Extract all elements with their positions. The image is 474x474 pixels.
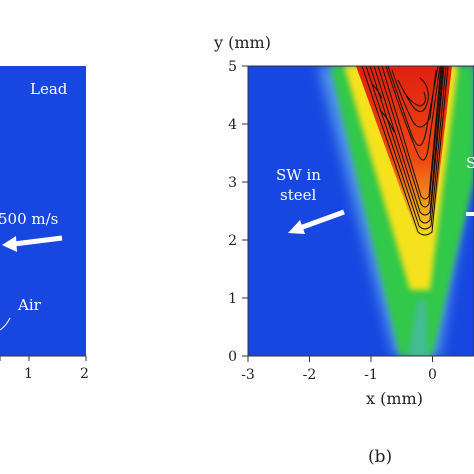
y-tick-label: 3 — [228, 175, 237, 191]
left-x-axis: 1 2 — [0, 355, 89, 382]
x-tick-label: -3 — [241, 367, 255, 383]
air-pointer-line — [0, 317, 11, 331]
left-panel: Lead 500 m/s Air 1 2 — [0, 66, 89, 382]
contour-lines — [361, 66, 449, 236]
left-x-tick-1: 1 — [24, 366, 33, 382]
right-panel: SW in steel S y (mm) x (mm) 0 1 2 3 4 5 -3 -2 -1… — [213, 33, 474, 467]
sw-arrow-icon — [288, 209, 345, 234]
shock-inner-notch — [408, 300, 428, 356]
y-tick-label: 4 — [228, 117, 237, 133]
plot-frame — [247, 65, 474, 357]
x-tick-label: -2 — [303, 367, 317, 383]
left-field — [0, 66, 86, 356]
y-tick-label: 0 — [228, 349, 237, 365]
right-edge-fragment: S — [466, 154, 474, 172]
y-tick-label: 1 — [228, 291, 237, 307]
y-tick-label: 5 — [228, 59, 237, 75]
material-label-lead: Lead — [30, 80, 68, 98]
x-tick-label: 0 — [428, 367, 437, 383]
left-arrow-icon — [2, 235, 63, 252]
velocity-label: 500 m/s — [0, 210, 58, 228]
left-x-tick-2: 2 — [80, 366, 89, 382]
x-axis-title: x (mm) — [366, 389, 423, 408]
sw-label-line1: SW in — [276, 166, 321, 184]
y-tick-label: 2 — [228, 233, 237, 249]
x-tick-label: -1 — [364, 367, 378, 383]
panel-label: (b) — [368, 447, 392, 467]
sw-label-line2: steel — [280, 186, 316, 204]
air-label: Air — [17, 296, 42, 314]
y-axis-title: y (mm) — [213, 33, 271, 52]
